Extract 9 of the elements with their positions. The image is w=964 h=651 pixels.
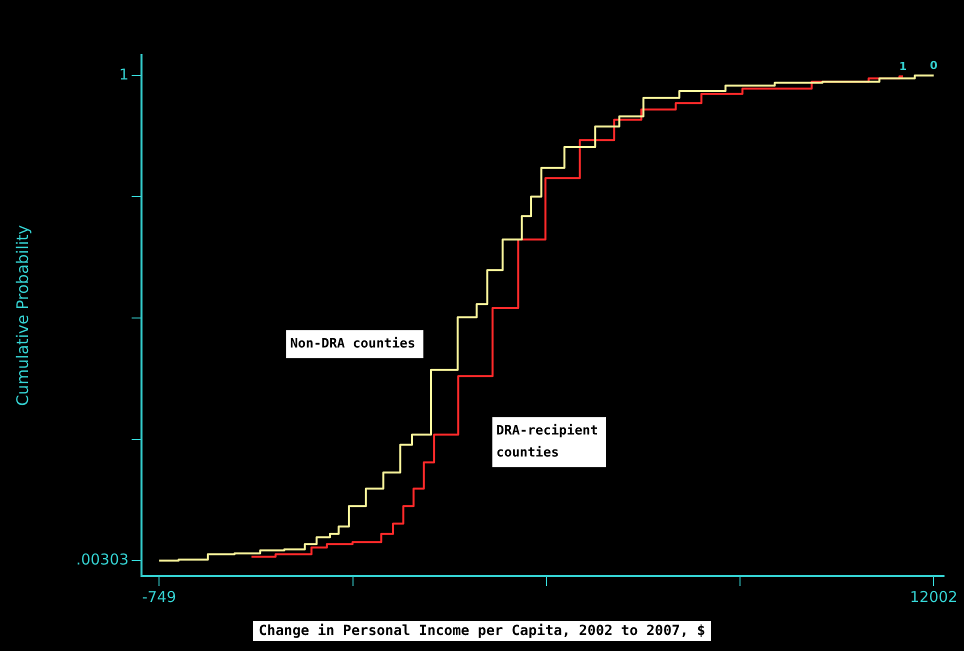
series-label: 1 xyxy=(899,60,907,73)
x-tick-label: -749 xyxy=(142,588,176,606)
x-axis-title: Change in Personal Income per Capita, 2002 to 2007, $ xyxy=(252,621,712,641)
y-axis-title: Cumulative Probability xyxy=(12,225,32,406)
annotation: Non-DRA counties xyxy=(290,336,416,352)
y-tick-label: .00303 xyxy=(76,550,129,568)
x-tick-label: 12002 xyxy=(910,588,958,606)
series-label: 0 xyxy=(930,58,938,72)
annotation: DRA-recipient counties xyxy=(496,423,598,460)
